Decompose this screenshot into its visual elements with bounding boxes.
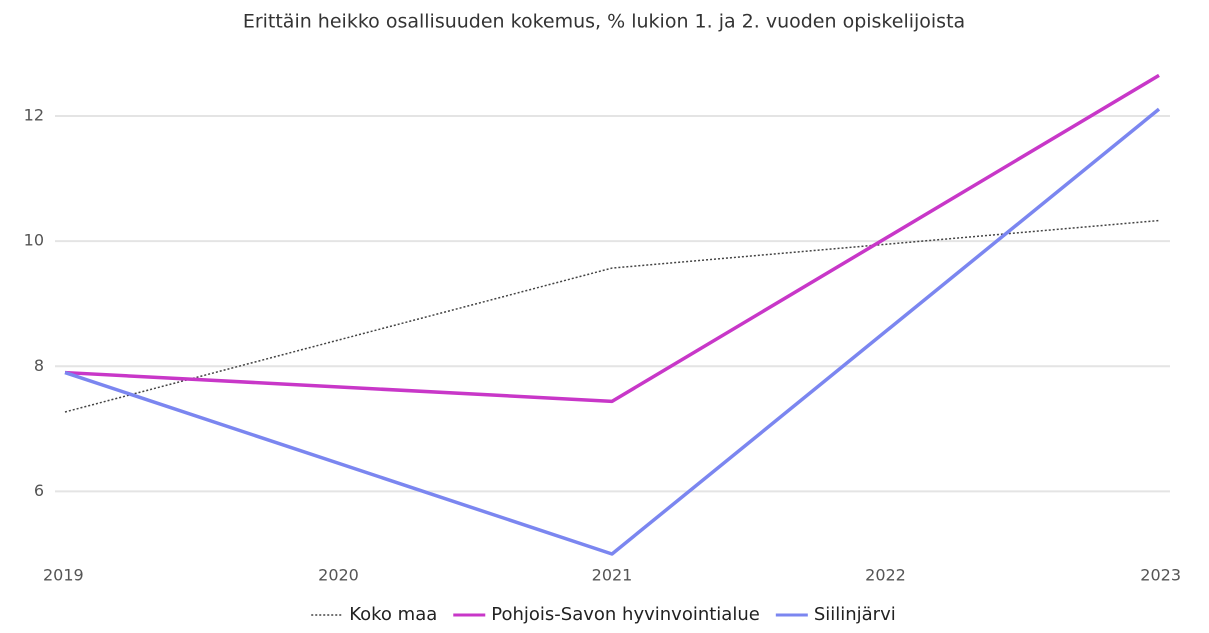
series-line — [64, 73, 1160, 404]
legend-label: Siilinjärvi — [814, 604, 896, 625]
chart-title: Erittäin heikko osallisuuden kokemus, % … — [243, 11, 965, 33]
x-tick-label: 2023 — [1140, 566, 1181, 585]
y-tick-label: 10 — [24, 231, 44, 250]
legend-label: Pohjois-Savon hyvinvointialue — [491, 604, 760, 625]
series-line — [64, 219, 1160, 413]
x-tick-label: 2020 — [318, 566, 359, 585]
x-tick-label: 2019 — [43, 566, 84, 585]
x-tick-label: 2022 — [865, 566, 906, 585]
x-tick-label: 2021 — [592, 566, 633, 585]
y-tick-label: 12 — [24, 106, 44, 125]
y-tick-label: 6 — [34, 481, 44, 500]
series-line — [64, 107, 1161, 556]
y-tick-label: 8 — [34, 356, 44, 375]
legend-label: Koko maa — [349, 604, 437, 625]
